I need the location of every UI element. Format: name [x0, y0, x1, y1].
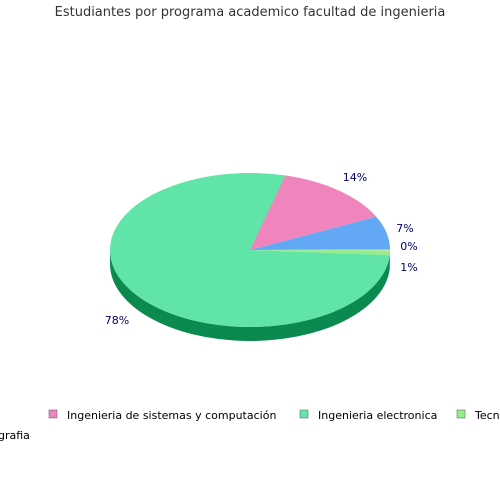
legend-item-label: Ingenieria de sistemas y computación	[67, 409, 276, 422]
chart-title: Estudiantes por programa academico facul…	[54, 5, 446, 20]
legend-item-label: grafia	[0, 429, 30, 442]
legend-swatch	[48, 409, 58, 419]
pie-slice	[250, 250, 390, 256]
legend-item-label: Tecn	[474, 409, 500, 422]
slice-value-label: 78%	[105, 314, 129, 327]
pie-slice	[250, 249, 390, 251]
legend-swatch	[299, 409, 309, 419]
pie-slice	[110, 172, 390, 327]
pie-slice	[250, 175, 377, 250]
slice-value-label: 14%	[343, 171, 367, 184]
legend-swatch	[456, 409, 466, 419]
slice-value-label: 7%	[396, 222, 413, 235]
legend-item-label: Ingenieria electronica	[318, 409, 437, 422]
pie-slice-side	[110, 250, 390, 341]
slice-value-label: 0%	[400, 240, 417, 253]
slice-value-label: 1%	[400, 261, 417, 274]
pie-slice	[250, 216, 390, 250]
